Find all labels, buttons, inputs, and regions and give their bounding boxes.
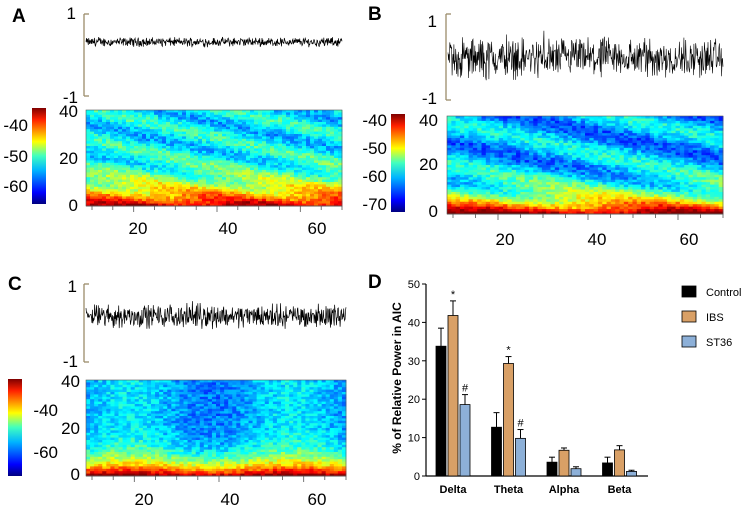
bar-chart-xtick-beta: Beta: [608, 484, 633, 496]
bar-control-alpha: [546, 461, 558, 477]
spectrogram-b: [446, 115, 724, 220]
spectrogram-a-xtick-20: 20: [129, 219, 148, 238]
spectrogram-b-ytick-0: 0: [429, 202, 438, 221]
bar-control-beta: [602, 462, 613, 477]
colorbar-b: [391, 114, 405, 212]
bar-chart-xtick-alpha: Alpha: [549, 484, 580, 496]
colorbar-a: [32, 108, 46, 204]
bar-chart-legend: Control IBS ST36: [681, 285, 741, 349]
spectrogram-c-ytick-0: 0: [71, 465, 80, 484]
bar-st36-theta: [515, 437, 526, 477]
bar-ibs-beta: [614, 449, 625, 477]
bar-chart-ytick-label: 30: [408, 356, 420, 368]
bar-chart-ytick-label: 20: [408, 394, 420, 406]
significance-mark: *: [506, 345, 511, 357]
bar-ibs-theta: [503, 363, 514, 477]
signal-a-ytick-bottom: -1: [63, 88, 78, 107]
significance-mark: #: [462, 383, 469, 395]
colorbar-b-tick-4: -70: [362, 195, 387, 214]
spectrogram-a-xtick-40: 40: [219, 219, 238, 238]
spectrogram-c: [85, 379, 347, 482]
panel-letter-d: D: [368, 272, 382, 293]
panel-letter-b: B: [368, 4, 382, 25]
bar-control-theta: [491, 426, 502, 477]
bar-control-delta: [435, 345, 447, 477]
bar-chart-ylabel: % of Relative Power in AIC: [390, 302, 404, 454]
spectrogram-c-xtick-60: 60: [308, 490, 327, 509]
bar-chart-ytick-label: 0: [414, 471, 420, 483]
bar-st36-beta: [626, 470, 637, 477]
bar-ibs-delta: [447, 315, 459, 477]
legend-swatch-ibs: [681, 310, 697, 323]
signal-a-trace: [85, 36, 343, 48]
bar-chart: 0 10 20 30 40 50 * # Delta * # Theta Alpha Beta: [408, 279, 648, 496]
panel-letter-a: A: [12, 6, 26, 27]
colorbar-c-tick-2: -60: [33, 443, 58, 462]
panel-letter-c: C: [8, 274, 22, 295]
colorbar-a-tick-2: -50: [3, 147, 28, 166]
colorbar-b-tick-2: -50: [362, 139, 387, 158]
spectrogram-c-xtick-40: 40: [221, 490, 240, 509]
panel-d: D % of Relative Power in AIC 0 10 20 30 40 50…: [368, 272, 741, 496]
legend-swatch-st36: [681, 335, 697, 348]
legend-label-ibs: IBS: [706, 312, 724, 324]
bar-chart-ytick-label: 40: [408, 317, 420, 329]
spectrogram-b-xtick-40: 40: [588, 230, 607, 249]
bar-ibs-alpha: [558, 449, 570, 477]
signal-a-axis: [83, 13, 89, 97]
legend-label-st36: ST36: [706, 337, 732, 349]
spectrogram-c-xtick-20: 20: [135, 490, 154, 509]
colorbar-a-tick-1: -40: [3, 116, 28, 135]
colorbar-b-tick-3: -60: [362, 167, 387, 186]
signal-a-ytick-top: 1: [67, 4, 76, 23]
signal-c-ytick-bottom: -1: [63, 352, 78, 371]
spectrogram-c-ytick-40: 40: [61, 372, 80, 391]
bar-st36-delta: [459, 404, 471, 477]
spectrogram-a-ytick-20: 20: [59, 149, 78, 168]
significance-mark: #: [517, 418, 524, 430]
signal-b-ytick-bottom: -1: [422, 89, 437, 108]
spectrogram-b-ytick-20: 20: [419, 155, 438, 174]
colorbar-c: [8, 379, 22, 476]
panel-a: A 1 -1 -40 -50 -60 40 20 0 20 40 60: [3, 4, 343, 238]
colorbar-a-tick-3: -60: [3, 177, 28, 196]
bar-st36-alpha: [570, 468, 582, 477]
signal-b-ytick-top: 1: [428, 12, 437, 31]
bar-chart-xtick-theta: Theta: [494, 484, 524, 496]
bar-chart-ytick-label: 50: [408, 279, 420, 291]
signal-b-axis: [445, 13, 451, 101]
spectrogram-a-ytick-0: 0: [69, 196, 78, 215]
spectrogram-c-ytick-20: 20: [61, 419, 80, 438]
legend-swatch-control: [681, 285, 697, 298]
spectrogram-b-ytick-40: 40: [419, 111, 438, 130]
significance-mark: *: [451, 289, 456, 301]
signal-c-trace: [85, 301, 347, 330]
panel-b: B 1 -1 -40 -50 -60 -70 40 20 0 20 40 60: [362, 4, 724, 249]
spectrogram-a: [85, 109, 343, 212]
panel-c: C 1 -1 -40 -60 40 20 0 20 40 60: [8, 274, 347, 509]
bar-chart-ytick-label: 10: [408, 433, 420, 445]
signal-c-ytick-top: 1: [68, 277, 77, 296]
legend-label-control: Control: [706, 287, 741, 299]
spectrogram-b-xtick-60: 60: [680, 230, 699, 249]
signal-b-trace: [447, 30, 724, 81]
signal-c-axis: [83, 283, 89, 363]
spectrogram-a-xtick-60: 60: [308, 219, 327, 238]
bar-chart-xtick-delta: Delta: [440, 484, 468, 496]
spectrogram-a-ytick-40: 40: [59, 102, 78, 121]
colorbar-b-tick-1: -40: [362, 111, 387, 130]
spectrogram-b-xtick-20: 20: [496, 230, 515, 249]
colorbar-c-tick-1: -40: [33, 401, 58, 420]
